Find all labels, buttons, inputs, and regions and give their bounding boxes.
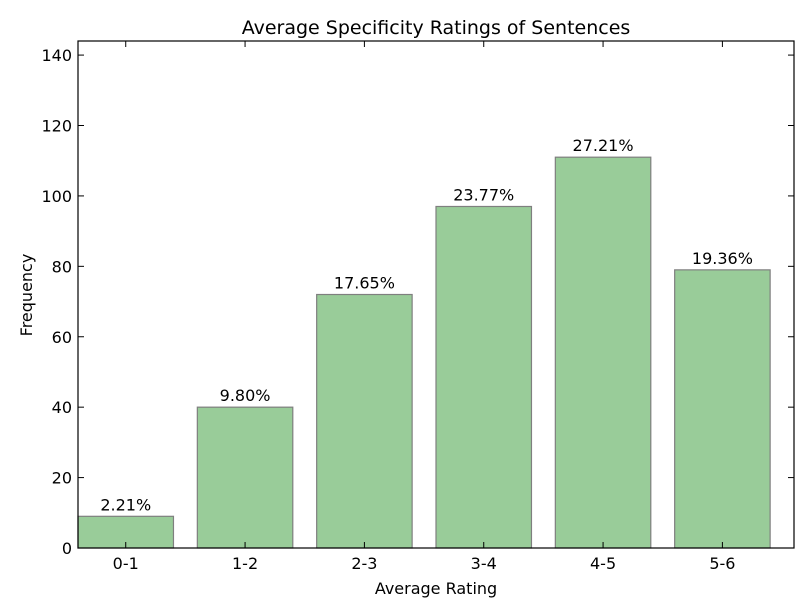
x-tick-label: 3-4 [471,554,497,573]
data-label-0-1: 2.21% [100,495,151,514]
x-tick-label: 4-5 [590,554,616,573]
plot-frame [77,40,795,549]
x-tick-label: 0-1 [113,554,139,573]
data-label-4-5: 27.21% [573,136,634,155]
y-tick-label: 80 [52,257,72,276]
x-tick-label: 5-6 [709,554,735,573]
chart-title: Average Specificity Ratings of Sentences [242,17,631,39]
bar-2-3 [316,293,413,549]
bars-group [77,156,771,549]
y-axis: 0 20 40 60 80 100 120 140 [41,46,794,558]
data-label-1-2: 9.80% [220,386,271,405]
bar-5-6 [674,269,771,549]
x-tick-label: 1-2 [232,554,258,573]
y-tick-label: 60 [52,328,72,347]
x-axis: 0-1 1-2 2-3 3-4 4-5 5-6 [113,41,735,573]
y-tick-label: 20 [52,469,72,488]
y-axis-label: Frequency [17,254,36,337]
y-tick-label: 140 [41,46,72,65]
data-label-3-4: 23.77% [453,185,514,204]
data-labels-group: 2.21% 9.80% 17.65% 23.77% 27.21% 19.36% [100,136,753,514]
y-tick-label: 100 [41,187,72,206]
bar-4-5 [554,156,652,549]
x-axis-label: Average Rating [375,579,497,598]
x-tick-label: 2-3 [351,554,377,573]
bar-3-4 [435,205,533,549]
bar-1-2 [196,406,294,549]
y-tick-label: 120 [41,117,72,136]
y-tick-label: 40 [52,398,72,417]
data-label-5-6: 19.36% [692,249,753,268]
data-label-2-3: 17.65% [334,274,395,293]
y-tick-label: 0 [62,539,72,558]
